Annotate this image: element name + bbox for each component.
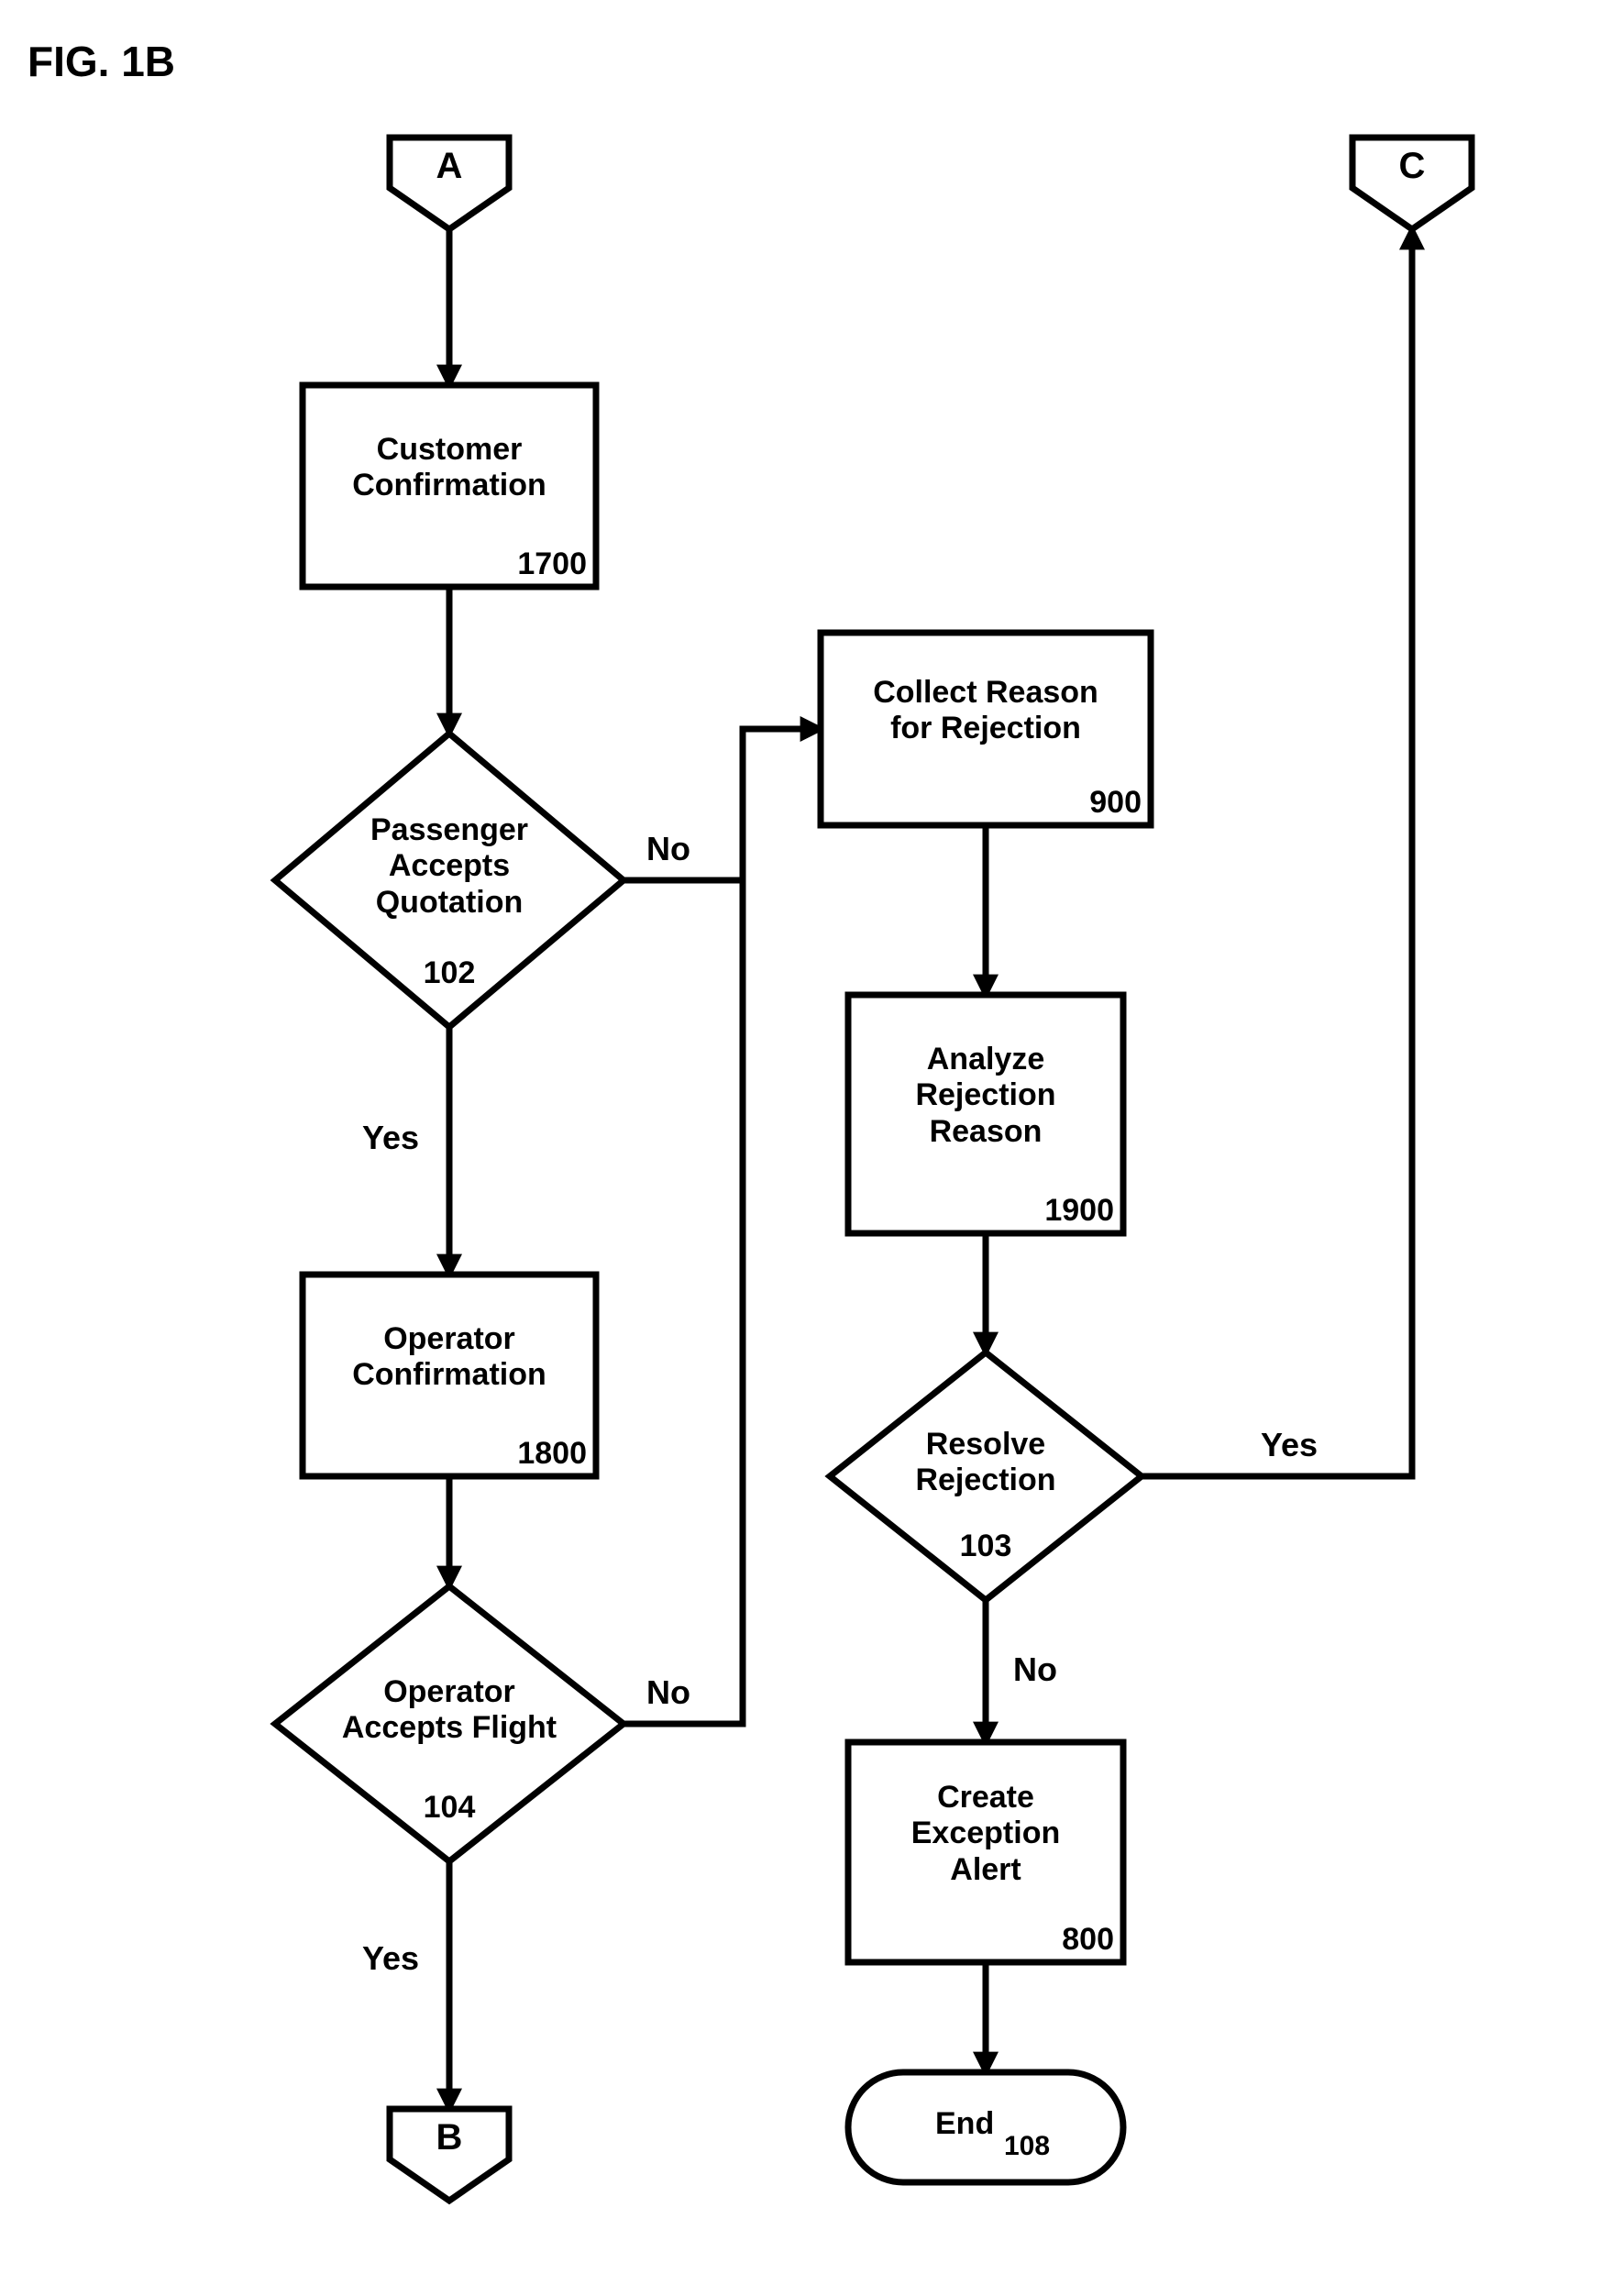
connC-label: C — [1352, 145, 1472, 187]
p1900-label: Analyze Rejection Reason — [857, 1042, 1114, 1149]
flowchart-stage: FIG. 1B YesYesNoNoNoYesABCCustomer Confi… — [0, 0, 1611, 2296]
d103-label: Resolve Rejection — [857, 1427, 1114, 1498]
d104-label: Operator Accepts Flight — [303, 1674, 596, 1746]
end108-label: End — [935, 2106, 994, 2142]
p1700-ref: 1700 — [486, 546, 587, 582]
end108-ref: 108 — [1004, 2131, 1050, 2162]
edge-label: No — [1013, 1650, 1057, 1689]
edge — [1142, 229, 1412, 1476]
d104-ref: 104 — [394, 1790, 504, 1826]
d102-label: Passenger Accepts Quotation — [303, 812, 596, 920]
edge-label: Yes — [362, 1939, 419, 1978]
edge-label: No — [646, 830, 690, 868]
edge-label: Yes — [362, 1119, 419, 1157]
p900-label: Collect Reason for Rejection — [830, 675, 1142, 746]
p1800-label: Operator Confirmation — [312, 1321, 587, 1393]
p800-ref: 800 — [1013, 1922, 1114, 1958]
p900-ref: 900 — [1041, 785, 1142, 821]
d102-ref: 102 — [394, 955, 504, 991]
p1900-ref: 1900 — [1013, 1193, 1114, 1229]
edge — [623, 880, 743, 1724]
connB-label: B — [390, 2116, 509, 2158]
flowchart-svg — [0, 0, 1611, 2296]
edge-label: No — [646, 1673, 690, 1712]
p1700-label: Customer Confirmation — [312, 432, 587, 503]
edge-label: Yes — [1261, 1426, 1318, 1464]
connA-label: A — [390, 145, 509, 187]
p1800-ref: 1800 — [486, 1436, 587, 1472]
p800-label: Create Exception Alert — [857, 1780, 1114, 1887]
d103-ref: 103 — [931, 1529, 1041, 1564]
